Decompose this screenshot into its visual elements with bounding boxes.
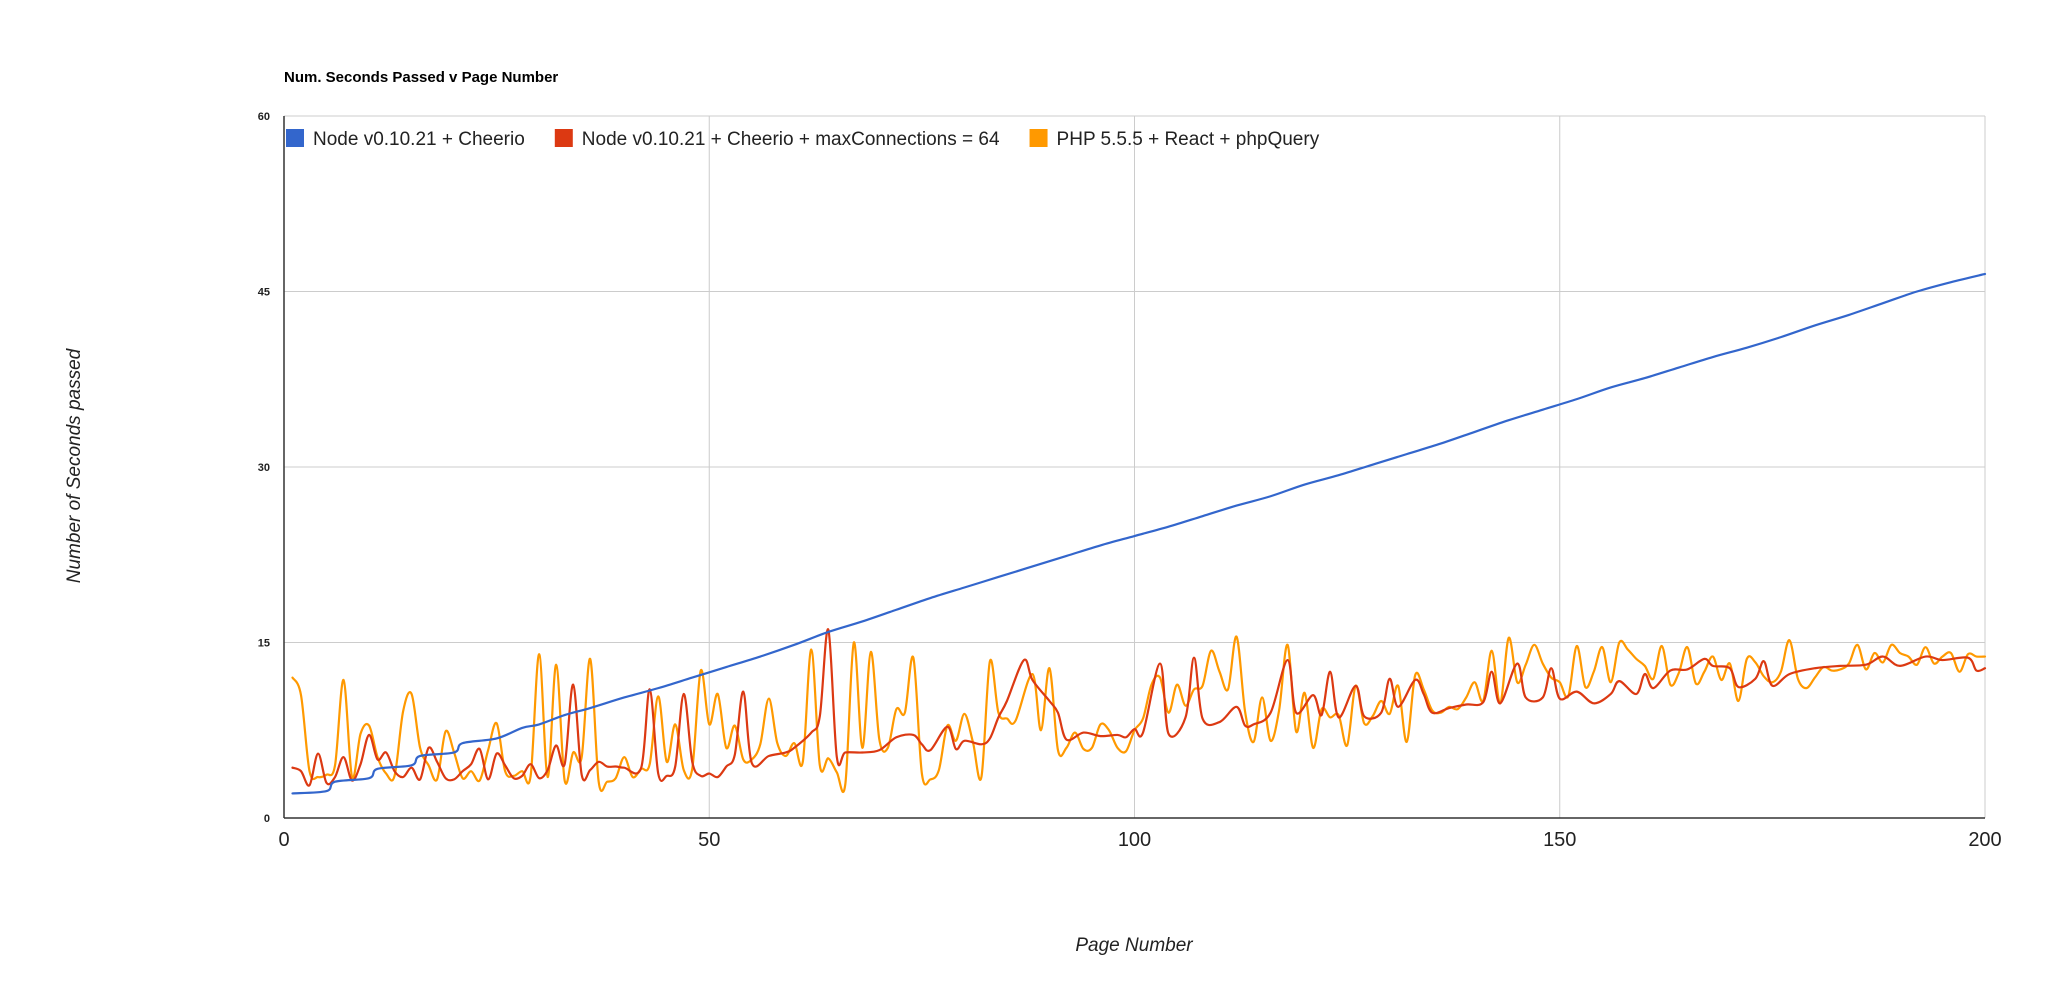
legend: Node v0.10.21 + Cheerio Node v0.10.21 + C… xyxy=(286,129,1320,150)
legend-swatch xyxy=(554,129,573,147)
series-line-3 xyxy=(291,635,1987,794)
x-tick-label: 0 xyxy=(278,829,289,851)
x-tick-label: 50 xyxy=(698,829,720,851)
y-tick-label: 15 xyxy=(258,638,270,650)
x-tick-label: 150 xyxy=(1543,829,1576,851)
axes: 0 15 30 45 60 0 50 100 150 200 xyxy=(258,111,2002,851)
y-tick-label: 0 xyxy=(264,813,270,825)
y-tick-label: 60 xyxy=(258,111,270,123)
series-line-2 xyxy=(291,628,1987,787)
y-axis-title: Number of Seconds passed xyxy=(64,347,85,583)
y-tick-label: 45 xyxy=(258,287,270,299)
legend-label: Node v0.10.21 + Cheerio + maxConnections… xyxy=(582,129,1000,150)
legend-label: PHP 5.5.5 + React + phpQuery xyxy=(1057,129,1320,150)
legend-swatch xyxy=(286,129,304,147)
x-tick-label: 100 xyxy=(1118,829,1151,851)
legend-swatch xyxy=(1029,129,1048,147)
x-axis-title: Page Number xyxy=(1075,935,1193,956)
x-tick-label: 200 xyxy=(1968,829,2001,851)
legend-label: Node v0.10.21 + Cheerio xyxy=(313,129,525,150)
series-line-1 xyxy=(291,272,1987,795)
series-layer xyxy=(291,272,1987,795)
chart-title: Num. Seconds Passed v Page Number xyxy=(284,69,558,86)
y-tick-label: 30 xyxy=(258,462,270,474)
